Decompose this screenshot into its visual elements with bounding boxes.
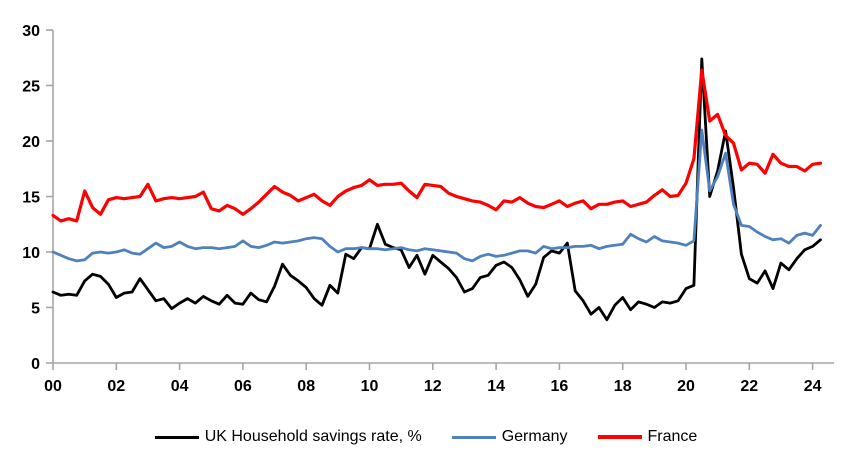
y-tick-label: 15 [22,190,40,207]
x-tick-label: 04 [171,378,189,395]
x-tick-label: 14 [487,378,505,395]
x-tick-label: 10 [361,378,379,395]
series-line-uk [51,57,822,322]
x-tick-label: 02 [107,378,125,395]
uk-line-swatch [154,435,199,439]
y-tick-label: 0 [31,356,40,373]
legend-item-france: France [597,428,698,446]
x-tick-label: 12 [424,378,442,395]
x-tick-label: 18 [614,378,632,395]
legend-item-germany: Germany [451,428,568,446]
y-tick-label: 10 [22,245,40,262]
series-line-france [51,68,823,223]
x-tick-label: 24 [804,378,822,395]
x-tick-label: 20 [677,378,695,395]
line-chart: 0 5 10 15 20 25 30 00 02 04 06 08 10 12 14 16 18 20 22 24 [22,23,834,395]
legend-item-uk: UK Household savings rate, % [154,428,422,446]
x-tick-label: 08 [297,378,315,395]
legend-label-france: France [647,428,698,445]
y-tick-label: 5 [31,301,40,318]
series-line-germany [51,128,822,263]
y-tick-label: 25 [22,79,40,96]
x-tick-label: 00 [44,378,62,395]
legend-label-uk: UK Household savings rate, % [204,428,422,445]
germany-line-swatch [451,435,496,439]
legend-label-germany: Germany [501,428,568,445]
x-tick-label: 06 [234,378,252,395]
france-line-swatch [597,435,642,439]
x-tick-label: 16 [551,378,569,395]
x-tick-label: 22 [740,378,758,395]
chart-legend: UK Household savings rate, % Germany Fra… [0,428,852,446]
y-tick-label: 20 [22,134,40,151]
y-tick-label: 30 [22,23,40,40]
